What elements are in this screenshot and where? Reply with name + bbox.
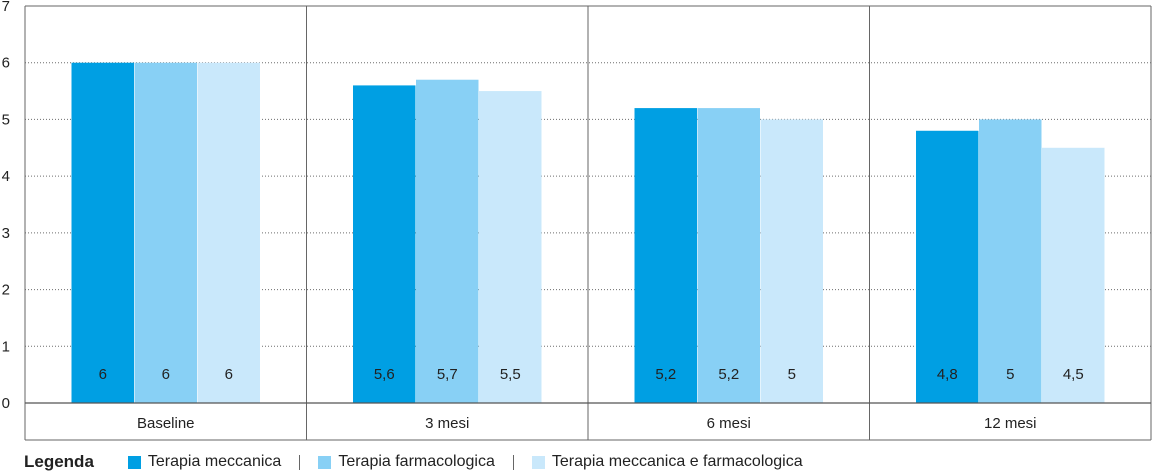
legend-swatch-meccanica [127,455,141,469]
bar-value-label: 4,8 [937,366,958,383]
bar [353,85,416,404]
bar [1042,147,1105,403]
legend: Legenda Terapia meccanica Terapia farmac… [24,452,803,472]
bar [760,119,823,403]
bar [134,62,197,403]
bar [479,91,542,404]
y-tick-label: 2 [2,282,10,299]
bar-chart: 0 1 2 3 4 5 6 7 6 6 6 Baseline 5,6 5,7 5,5 3 mesi 5,2 5,2… [2,0,1152,441]
bar-value-label: 5 [1006,366,1014,383]
bar-value-label: 5,5 [500,366,521,383]
legend-label-combinata: Terapia meccanica e farmacologica [551,453,803,470]
y-tick-label: 6 [2,55,10,72]
bar [416,79,479,403]
legend-title: Legenda [24,452,94,471]
bar-value-label: 5,6 [374,366,395,383]
legend-separator [299,454,301,470]
x-category-label: Baseline [137,415,195,432]
y-tick-label: 0 [2,395,10,412]
legend-item-combinata: Terapia meccanica e farmacologica [531,453,803,471]
bar-value-label: 6 [99,366,107,383]
bar [71,62,134,403]
y-tick-label: 7 [2,0,10,15]
y-tick-label: 4 [2,168,10,185]
bar [916,130,979,403]
x-category-label: 12 mesi [984,415,1037,432]
legend-label-meccanica: Terapia meccanica [147,453,282,470]
y-tick-label: 5 [2,111,10,128]
y-tick-label: 1 [2,338,10,355]
legend-label-farmacologica: Terapia farmacologica [338,453,495,470]
x-category-label: 3 mesi [425,415,469,432]
legend-item-farmacologica: Terapia farmacologica [318,453,495,471]
legend-swatch-farmacologica [318,455,332,469]
bar [979,119,1042,403]
bar-value-label: 5,2 [718,366,739,383]
bar-value-label: 5,7 [437,366,458,383]
bar-value-label: 5 [788,366,796,383]
y-tick-label: 3 [2,225,10,242]
legend-swatch-combinata [531,455,545,469]
bar [634,108,697,403]
legend-separator [512,454,514,470]
x-category-label: 6 mesi [707,415,751,432]
bar-value-label: 5,2 [655,366,676,383]
bar-value-label: 6 [162,366,170,383]
legend-item-meccanica: Terapia meccanica [127,453,282,471]
bar-value-label: 4,5 [1063,366,1084,383]
bar-value-label: 6 [225,366,233,383]
bar [697,108,760,403]
bar [197,62,260,403]
